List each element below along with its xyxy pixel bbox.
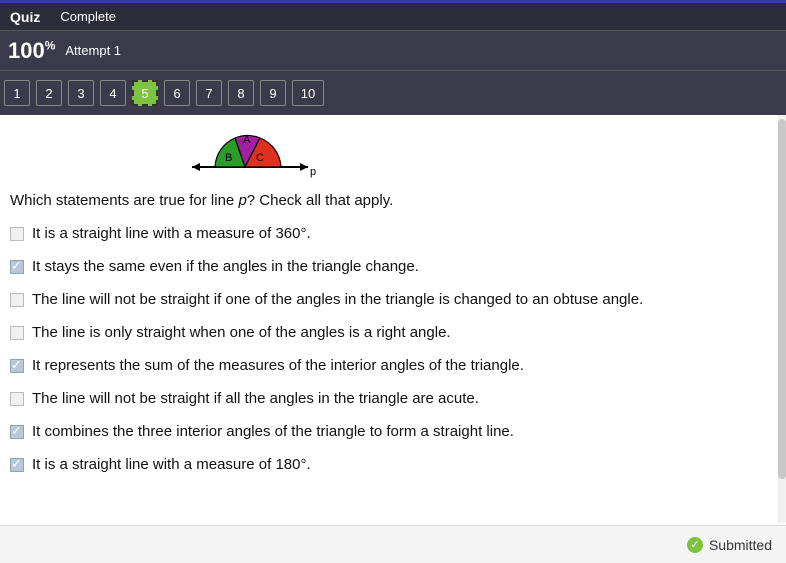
question-prompt: Which statements are true for line p? Ch… <box>10 192 776 209</box>
nav-item-3[interactable]: 3 <box>68 80 94 106</box>
check-icon: ✓ <box>687 537 703 553</box>
option-row: The line is only straight when one of th… <box>10 324 776 341</box>
nav-item-2[interactable]: 2 <box>36 80 62 106</box>
option-checkbox[interactable] <box>10 359 24 373</box>
option-row: The line will not be straight if one of … <box>10 291 776 308</box>
question-content: A B C p Which statements are true for li… <box>0 115 786 525</box>
score-value: 100% <box>8 38 55 64</box>
option-row: It is a straight line with a measure of … <box>10 225 776 242</box>
option-checkbox[interactable] <box>10 260 24 274</box>
footer-bar: ✓ Submitted <box>0 525 786 563</box>
option-checkbox[interactable] <box>10 425 24 439</box>
nav-item-10[interactable]: 10 <box>292 80 324 106</box>
option-text: The line will not be straight if one of … <box>32 291 643 308</box>
option-text: The line is only straight when one of th… <box>32 324 451 341</box>
nav-item-4[interactable]: 4 <box>100 80 126 106</box>
option-checkbox[interactable] <box>10 458 24 472</box>
nav-item-1[interactable]: 1 <box>4 80 30 106</box>
score-bar: 100% Attempt 1 <box>0 30 786 70</box>
option-row: It combines the three interior angles of… <box>10 423 776 440</box>
option-text: It represents the sum of the measures of… <box>32 357 524 374</box>
option-checkbox[interactable] <box>10 227 24 241</box>
option-checkbox[interactable] <box>10 293 24 307</box>
quiz-label: Quiz <box>10 9 40 25</box>
option-text: It stays the same even if the angles in … <box>32 258 419 275</box>
option-row: It stays the same even if the angles in … <box>10 258 776 275</box>
nav-item-9[interactable]: 9 <box>260 80 286 106</box>
option-text: It combines the three interior angles of… <box>32 423 514 440</box>
svg-text:A: A <box>243 134 251 146</box>
option-checkbox[interactable] <box>10 326 24 340</box>
title-bar: Quiz Complete <box>0 0 786 30</box>
option-text: It is a straight line with a measure of … <box>32 456 311 473</box>
angle-diagram: A B C p <box>190 125 776 180</box>
option-text: It is a straight line with a measure of … <box>32 225 311 242</box>
submitted-label: Submitted <box>709 537 772 553</box>
option-row: The line will not be straight if all the… <box>10 390 776 407</box>
svg-text:C: C <box>256 152 264 164</box>
nav-item-5[interactable]: 5 <box>132 80 158 106</box>
options-list: It is a straight line with a measure of … <box>10 225 776 473</box>
option-checkbox[interactable] <box>10 392 24 406</box>
svg-text:p: p <box>310 166 316 178</box>
attempt-label: Attempt 1 <box>65 43 121 58</box>
svg-text:B: B <box>225 152 232 164</box>
option-row: It is a straight line with a measure of … <box>10 456 776 473</box>
question-nav: 12345678910 <box>0 70 786 115</box>
scrollbar-thumb[interactable] <box>778 119 786 479</box>
status-label: Complete <box>60 9 116 24</box>
scrollbar[interactable] <box>778 115 786 523</box>
option-text: The line will not be straight if all the… <box>32 390 479 407</box>
nav-item-8[interactable]: 8 <box>228 80 254 106</box>
nav-item-7[interactable]: 7 <box>196 80 222 106</box>
option-row: It represents the sum of the measures of… <box>10 357 776 374</box>
nav-item-6[interactable]: 6 <box>164 80 190 106</box>
